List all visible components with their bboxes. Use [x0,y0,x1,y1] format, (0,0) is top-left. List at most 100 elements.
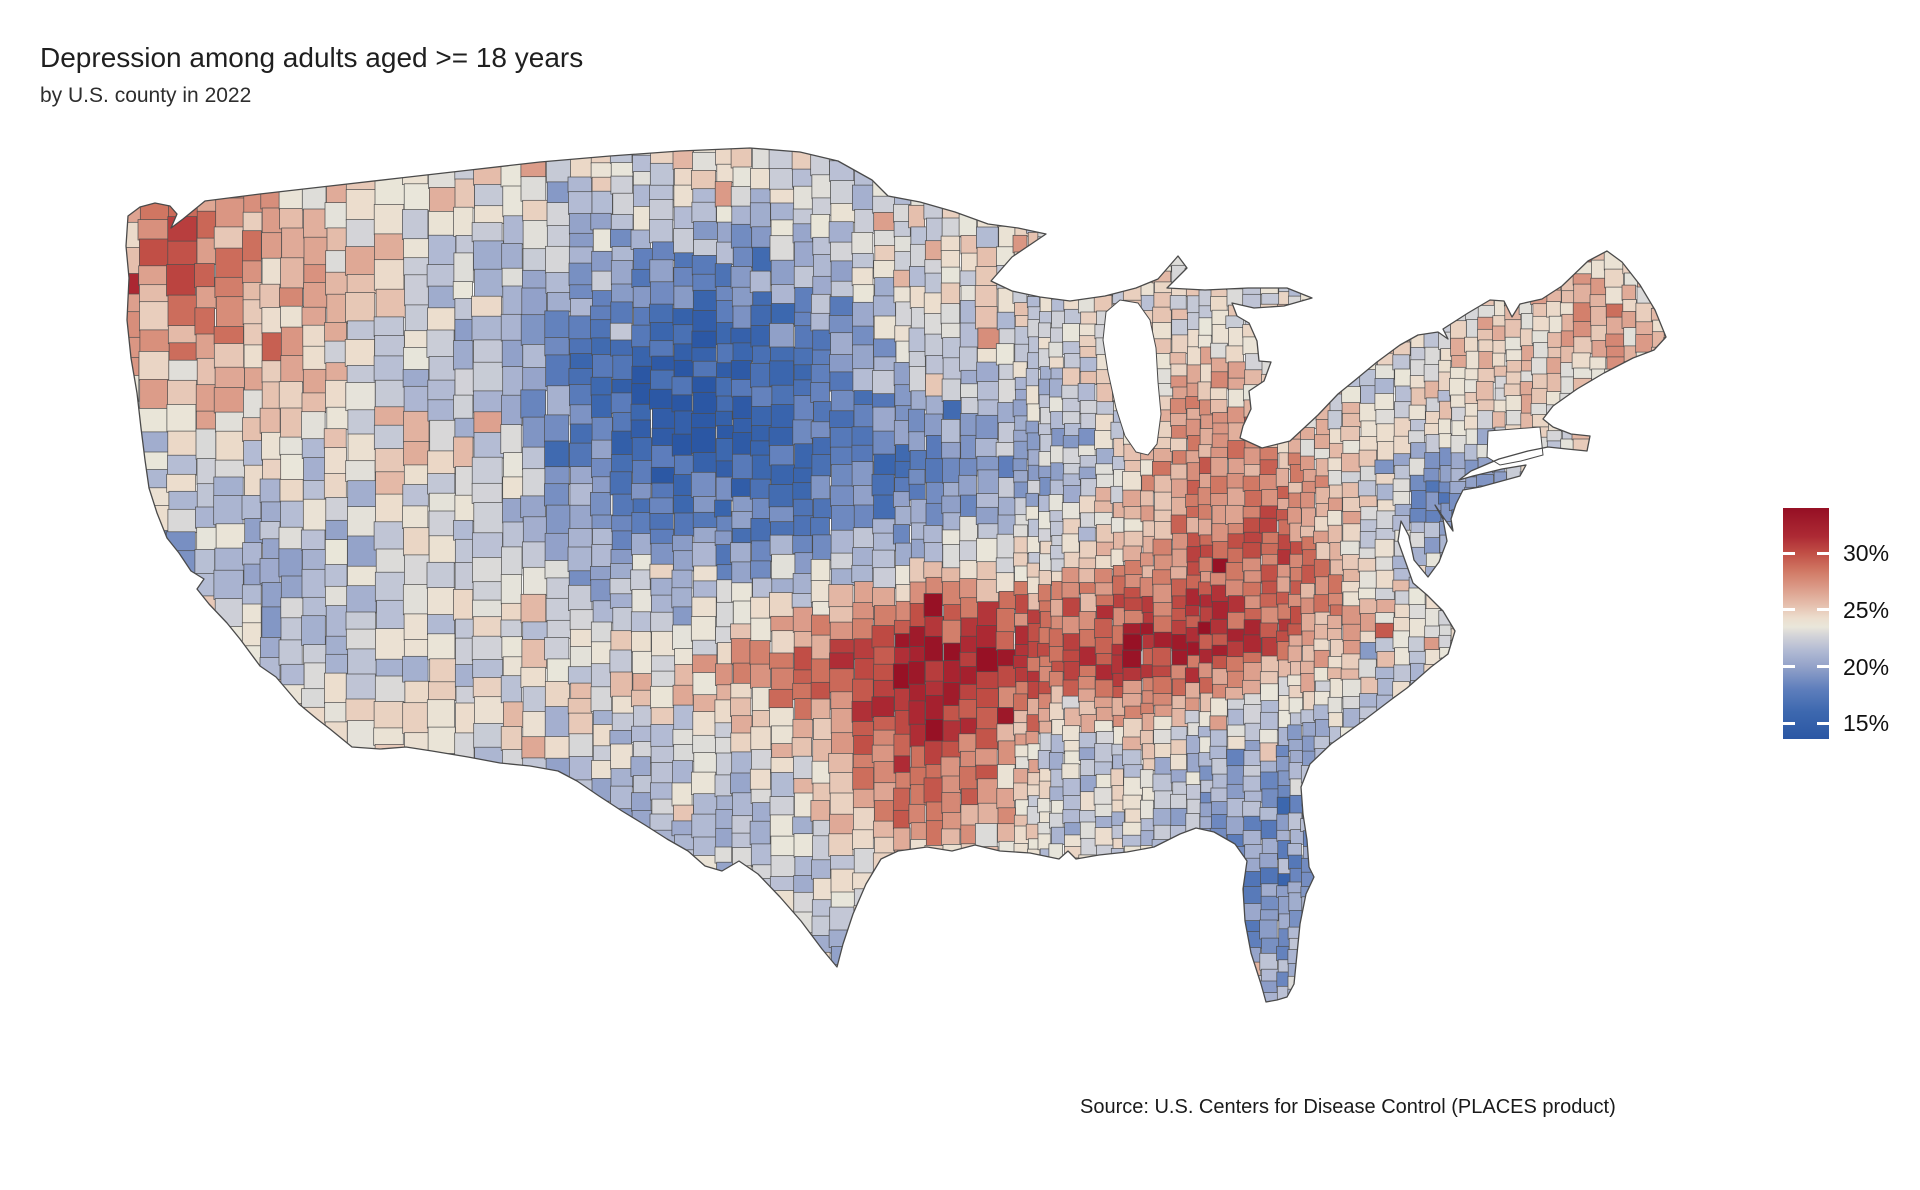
county-cell [544,483,570,507]
county-cell [1328,712,1343,728]
county-cell [631,792,652,812]
county-cell [732,432,754,456]
county-cell [591,416,613,442]
county-cell [1375,473,1396,486]
county-cell [1026,403,1040,423]
county-cell [751,386,773,408]
county-cell [1227,611,1246,631]
county-cell [631,148,652,157]
county-cell [813,718,833,741]
county-cell [592,354,614,379]
county-cell [1300,818,1315,832]
county-cell [1094,500,1113,514]
county-cell [1062,447,1081,465]
county-cell [1122,736,1142,752]
county-cell [1063,740,1082,753]
county-cell [1300,455,1315,471]
county-cell [611,378,635,395]
county-cell [649,199,674,221]
county-cell [1151,647,1172,668]
county-cell [771,284,796,305]
county-cell [1492,325,1506,342]
county-cell [651,670,676,688]
county-cell [828,929,854,948]
county-cell [893,491,910,508]
county-cell [852,618,874,641]
county-cell [998,496,1017,517]
county-cell [280,597,305,619]
county-cell [873,315,897,341]
county-cell [1650,308,1665,322]
county-cell [374,379,406,409]
county-cell [1408,636,1426,653]
county-cell [1184,710,1200,725]
county-cell [262,458,283,481]
county-cell [1226,656,1245,673]
county-cell [1185,588,1201,607]
county-cell [793,891,814,914]
county-cell [1243,815,1262,832]
county-cell [1013,782,1028,802]
county-cell [650,724,675,748]
county-cell [1078,526,1096,543]
county-cell [894,633,912,649]
county-cell [691,813,717,839]
county-cell [1288,482,1303,495]
county-cell [301,615,326,646]
county-cell [1153,729,1173,745]
county-cell [1451,355,1468,369]
county-cell [714,846,733,864]
county-cell [1210,357,1229,374]
county-cell [1061,695,1080,710]
county-cell [345,611,376,631]
county-cell [749,820,771,846]
county-cell [1464,443,1479,462]
county-cell [673,285,695,310]
county-cell [1327,696,1343,714]
county-cell [649,162,675,187]
county-cell [1424,423,1440,436]
county-cell [631,268,652,288]
county-cell [874,836,897,855]
county-cell [501,636,523,659]
county-cell [715,410,733,427]
county-cell [731,751,753,775]
county-cell [650,685,675,709]
county-cell [325,497,349,522]
county-cell [1260,564,1280,583]
county-cell [1063,485,1082,504]
county-cell [522,621,548,641]
county-cell [693,527,719,544]
county-cell [650,762,675,785]
county-cell [1225,345,1244,364]
county-cell [811,899,832,918]
county-cell [324,202,348,230]
county-cell [570,628,595,648]
county-cell [1061,502,1080,521]
county-cell [213,495,244,526]
county-cell [1287,881,1302,894]
county-cell [402,163,429,185]
county-cell [1360,676,1379,695]
county-cell [1185,396,1200,410]
county-cell [590,305,612,321]
county-cell [1152,538,1172,557]
county-cell [590,492,612,517]
county-cell [1300,673,1315,693]
county-cell [1186,364,1202,385]
county-cell [1342,696,1362,710]
county-cell [1244,693,1263,706]
county-cell [769,534,795,556]
county-cell [1408,457,1426,477]
county-cell [1243,662,1262,682]
county-cell [750,560,771,580]
county-cell [1261,553,1280,567]
county-cell [1259,729,1278,745]
county-cell [630,419,651,439]
county-cell [1573,283,1593,304]
county-cell [1110,548,1124,567]
county-cell [1110,848,1125,861]
county-cell [651,355,676,372]
county-cell [568,213,594,235]
county-cell [893,269,911,289]
